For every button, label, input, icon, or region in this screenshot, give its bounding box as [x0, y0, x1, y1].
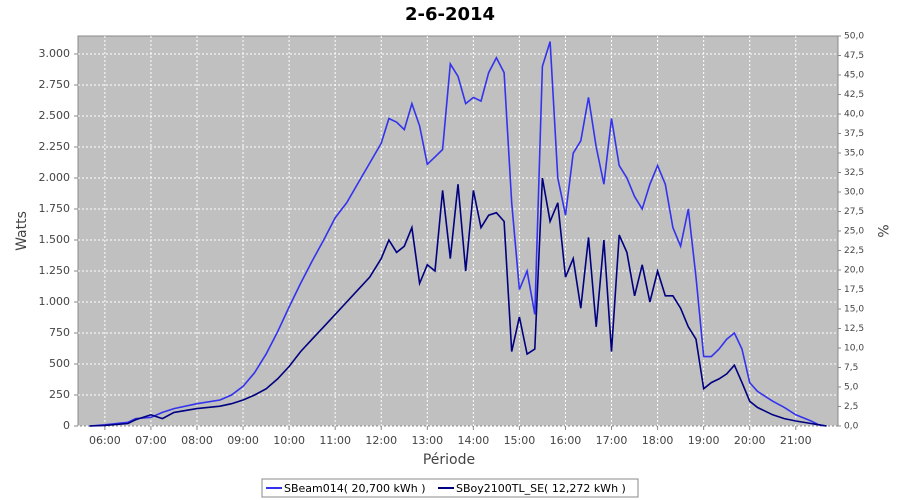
y2-tick-label: 0,0	[844, 422, 859, 432]
y2-axis-label: %	[874, 224, 890, 237]
y2-tick-label: 15,0	[844, 305, 864, 315]
x-axis-label: Période	[423, 452, 475, 468]
x-tick-label: 17:00	[596, 434, 628, 447]
x-tick-label: 11:00	[319, 434, 351, 447]
y2-tick-label: 50,0	[844, 32, 864, 42]
y2-tick-label: 45,0	[844, 71, 864, 81]
x-tick-label: 13:00	[411, 434, 443, 447]
y-tick-label: 1.000	[39, 295, 71, 308]
plot-area	[77, 35, 839, 427]
y-tick-label: 250	[49, 388, 70, 401]
y-tick-label: 2.500	[39, 109, 71, 122]
y-tick-label: 500	[49, 357, 70, 370]
y2-tick-label: 7,5	[844, 363, 858, 373]
legend-label: SBeam014( 20,700 kWh )	[284, 482, 426, 495]
x-tick-label: 08:00	[181, 434, 213, 447]
x-tick-label: 20:00	[734, 434, 766, 447]
y2-tick-label: 42,5	[844, 90, 864, 100]
y2-tick-label: 32,5	[844, 168, 864, 178]
chart-title: 2-6-2014	[405, 4, 495, 25]
x-tick-label: 16:00	[550, 434, 582, 447]
series-line	[89, 41, 827, 427]
y2-tick-label: 37,5	[844, 129, 864, 139]
x-tick-label: 19:00	[688, 434, 720, 447]
y2-tick-label: 27,5	[844, 207, 864, 217]
y-tick-label: 3.000	[39, 47, 71, 60]
x-tick-label: 21:00	[780, 434, 812, 447]
y-tick-label: 0	[63, 419, 70, 432]
y2-tick-label: 25,0	[844, 227, 864, 237]
y2-tick-label: 40,0	[844, 110, 864, 120]
y-tick-label: 1.250	[39, 264, 71, 277]
y2-tick-label: 22,5	[844, 246, 864, 256]
y-axis-label: Watts	[14, 211, 30, 251]
x-tick-label: 10:00	[273, 434, 305, 447]
y2-tick-label: 17,5	[844, 285, 864, 295]
y-tick-label: 2.750	[39, 78, 71, 91]
legend-label: SBoy2100TL_SE( 12,272 kWh )	[456, 482, 626, 495]
y2-tick-label: 5,0	[844, 383, 859, 393]
x-tick-label: 06:00	[89, 434, 121, 447]
y2-tick-label: 47,5	[844, 51, 864, 61]
y2-tick-label: 12,5	[844, 324, 864, 334]
x-tick-label: 07:00	[135, 434, 167, 447]
y2-tick-label: 30,0	[844, 188, 864, 198]
y2-tick-label: 20,0	[844, 266, 864, 276]
x-tick-label: 12:00	[365, 434, 397, 447]
y2-tick-label: 10,0	[844, 344, 864, 354]
series-line	[89, 177, 827, 427]
y2-tick-label: 2,5	[844, 402, 858, 412]
y-tick-label: 2.000	[39, 171, 71, 184]
y-tick-label: 1.500	[39, 233, 71, 246]
x-tick-label: 14:00	[458, 434, 490, 447]
x-tick-label: 15:00	[504, 434, 536, 447]
y-tick-label: 1.750	[39, 202, 71, 215]
y-tick-label: 750	[49, 326, 70, 339]
y-tick-label: 2.250	[39, 140, 71, 153]
x-tick-label: 18:00	[642, 434, 674, 447]
y2-tick-label: 35,0	[844, 149, 864, 159]
x-tick-label: 09:00	[227, 434, 259, 447]
